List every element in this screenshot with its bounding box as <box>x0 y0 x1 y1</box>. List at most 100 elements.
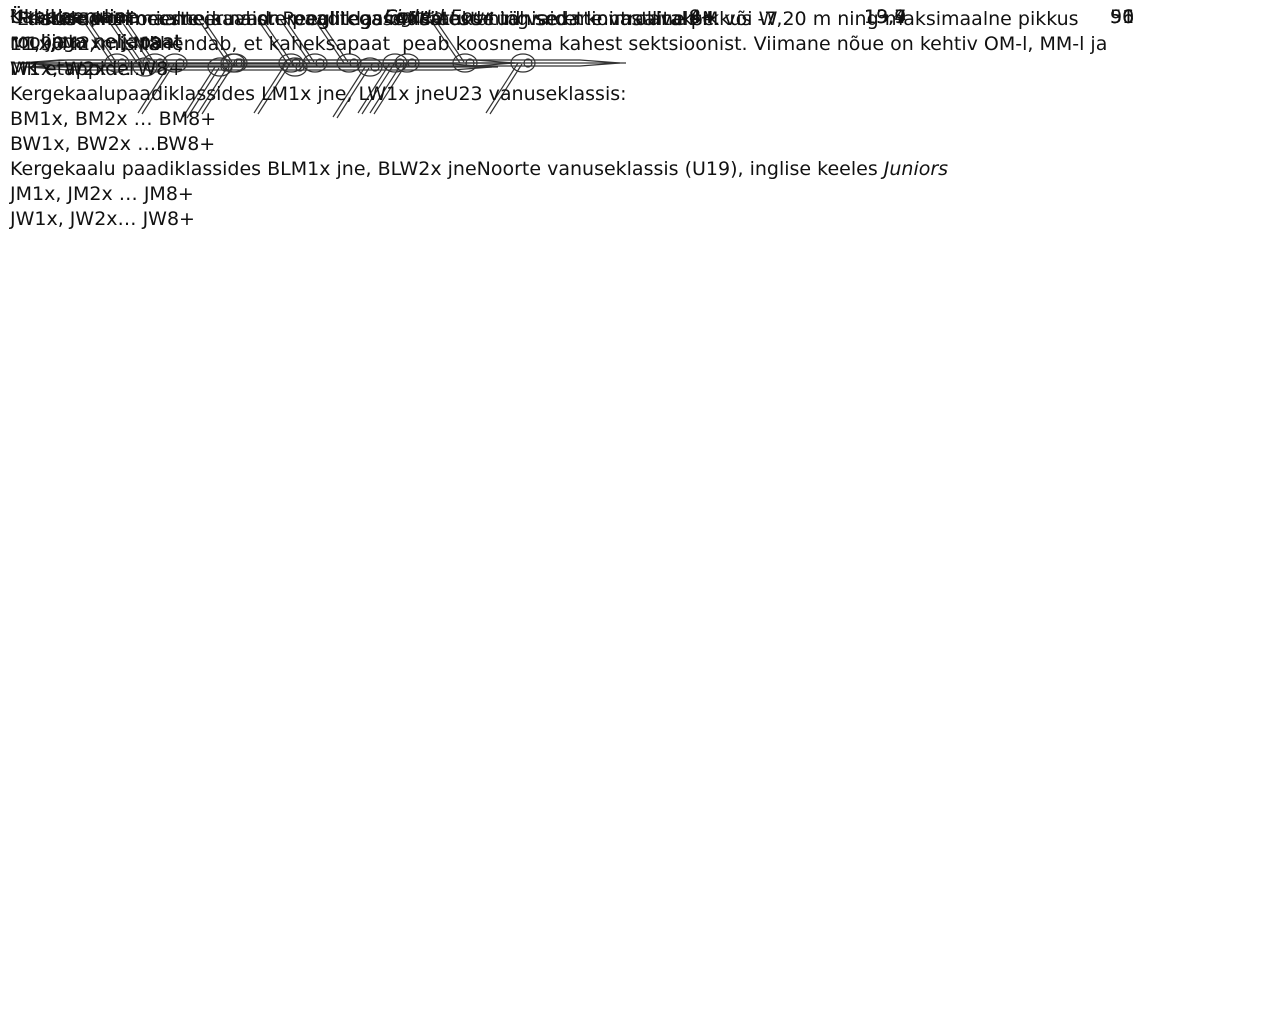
boat-part <box>313 18 345 64</box>
boat-part <box>197 18 229 64</box>
footnote-row: 3Paatide minimaalne kaal on reeglitega m… <box>0 7 1282 966</box>
footnote: 3Paatide minimaalne kaal on reeglitega m… <box>10 7 720 32</box>
footnote-line: JW1x, JW2x… JW8+ <box>10 207 948 232</box>
boat-part <box>278 53 304 73</box>
boat-part <box>407 58 417 68</box>
boat-part <box>349 58 359 68</box>
cell-english: Eight <box>384 6 433 28</box>
footnote-line: BM1x, BM2x … BM8+ <box>10 107 948 132</box>
footnote-line: W1x, W2x … W8+ <box>10 57 948 82</box>
cell-weight: 96 <box>1110 6 1135 28</box>
footnote-mark: 1 <box>10 7 17 20</box>
footnote-text: Pikkused on orienteeruvad. Reeglitega on… <box>17 8 1079 30</box>
boat-part <box>279 18 311 64</box>
boat-part <box>182 66 216 118</box>
footnote-text: Eristamaks meeste ja naiste paadiklasse … <box>17 8 778 30</box>
cell-code: 4- <box>689 6 708 28</box>
footnote-text: Kergekaalupaadiklassides LM1x jne, LW1x … <box>10 83 627 105</box>
cell-english: Coxed Four <box>384 6 493 28</box>
footnote-line: M1x, M2x … M8+; <box>10 32 948 57</box>
boat-part <box>452 53 478 73</box>
cell-english: Four <box>384 6 427 28</box>
footnote: 2Pikkused on orienteeruvad. Reeglitega o… <box>10 7 1107 82</box>
boat-part <box>220 53 246 73</box>
footnote-text: W1x, W2x … W8+ <box>10 58 185 80</box>
boat-part <box>357 62 391 114</box>
name-line: rooljaga neljapaat <box>10 31 182 53</box>
boat-part <box>201 63 235 115</box>
name-line: roolijata neljapaat <box>10 31 182 53</box>
boat-part <box>465 58 475 68</box>
boat-part <box>162 53 188 73</box>
footnote-line: Kergekaalupaadiklassides LM1x jne, LW1x … <box>10 82 948 107</box>
name-line: Üksikaeruline <box>10 6 139 28</box>
footnote-text: BM1x, BM2x … BM8+ <box>10 108 217 130</box>
footnote-text: Paatide minimaalne kaal on reeglitega mä… <box>17 8 721 30</box>
cell-code: 4+ <box>689 6 718 28</box>
cell-weight: 50 <box>1110 6 1135 28</box>
boat-row: Üksikaeruline rooljaga neljapaat Coxed Fou… <box>0 6 1282 256</box>
boat-part <box>357 57 383 77</box>
boat-part <box>510 53 536 73</box>
cell-name: Kaheksapaat <box>10 5 133 30</box>
footnote-row: 2Pikkused on orienteeruvad. Reeglitega o… <box>0 7 1282 928</box>
footnote-line: 1Eristamaks meeste ja naiste paadiklasse… <box>10 7 948 32</box>
boat-part <box>104 53 130 73</box>
boat-row: Kaheksapaat Eight 8+ 19,9 96 <box>0 6 1282 464</box>
boat-part <box>257 63 291 115</box>
boat-part <box>197 62 231 114</box>
cell-name: Üksikaeruline rooljaga neljapaat <box>10 5 181 55</box>
cell-length: 19,9 <box>864 6 907 28</box>
boat-part <box>119 18 151 64</box>
footnote-line: JM1x, JM2x … JM8+ <box>10 182 948 207</box>
boat-part <box>369 62 403 114</box>
boat-part <box>291 58 301 68</box>
footnote-text: M1x, M2x … M8+; <box>10 33 184 55</box>
boat-part <box>485 62 519 114</box>
footnote-line: MK etappidel. <box>10 57 1107 82</box>
footnote-text: BW1x, BW2x …BW8+ <box>10 133 216 155</box>
cell-name: Üksikaeruline roolijata neljapaat <box>10 5 182 55</box>
footnote-line: Kergekaalu paadiklassides BLM1x jne, BLW… <box>10 157 948 182</box>
footnote: 1Eristamaks meeste ja naiste paadiklasse… <box>10 7 948 232</box>
boat-part <box>332 66 366 118</box>
boat-part <box>233 58 243 68</box>
footnote-text: Juniors <box>883 158 949 180</box>
name-line: Üksikaeruline <box>10 6 139 28</box>
name-line: Kaheksapaat <box>10 6 133 28</box>
cell-weight: 51 <box>1110 6 1135 28</box>
footnote-text: JW1x, JW2x… JW8+ <box>10 208 195 230</box>
boat-part <box>253 62 287 114</box>
boat-part <box>489 63 523 115</box>
image-row <box>0 17 1282 589</box>
footnote-mark: 3 <box>10 7 17 20</box>
cell-code: 8+ <box>689 6 718 28</box>
image-row <box>0 17 1282 392</box>
footnote-line: 3Paatide minimaalne kaal on reeglitega m… <box>10 7 720 32</box>
cell-length: 13,4 <box>864 6 907 28</box>
footnote-text: Kergekaalu paadiklassides BLM1x jne, BLW… <box>10 158 884 180</box>
boat-part <box>336 53 362 73</box>
boat-part <box>175 58 185 68</box>
boat-row: Üksikaeruline roolijata neljapaat Four 4- 13… <box>0 0 1282 59</box>
footnote-text: MK etappidel. <box>10 58 141 80</box>
footnote-text: JM1x, JM2x … JM8+ <box>10 183 194 205</box>
boat-part <box>336 67 370 119</box>
boat-part <box>394 53 420 73</box>
boat-part <box>373 63 407 115</box>
boat-part <box>361 63 395 115</box>
boat-part <box>117 58 127 68</box>
empty-row <box>0 392 1282 424</box>
boat-part <box>523 58 533 68</box>
footnote-line: BW1x, BW2x …BW8+ <box>10 132 948 157</box>
boat-drawing <box>14 17 626 115</box>
boat-part <box>186 67 220 119</box>
boat-part <box>141 63 175 115</box>
empty-row <box>0 966 1282 998</box>
boat-part <box>137 62 171 114</box>
boat-part <box>429 18 461 64</box>
footnote-mark: 2 <box>10 7 17 20</box>
footnote-text: 11,90 m, mis tähendab, et kaheksapaat pe… <box>10 33 1108 55</box>
